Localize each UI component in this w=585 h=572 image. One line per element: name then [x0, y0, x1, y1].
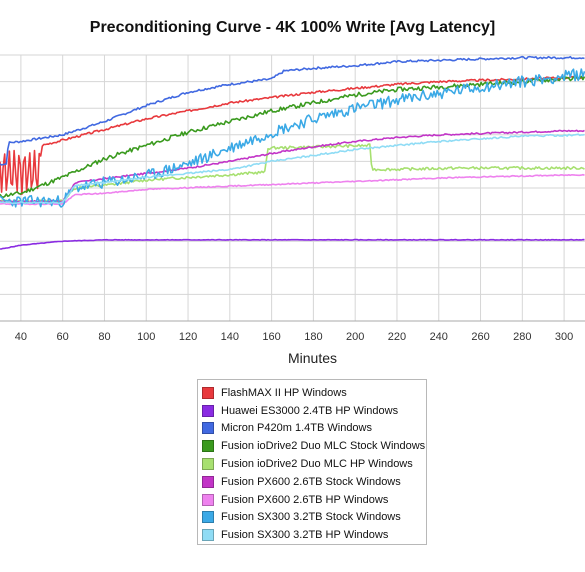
legend-label: Huawei ES3000 2.4TB HP Windows: [221, 404, 399, 417]
series-line-0: [0, 75, 585, 196]
x-tick-label: 140: [221, 331, 239, 343]
x-axis-label: Minutes: [287, 350, 338, 366]
x-tick-label: 280: [513, 331, 531, 343]
legend-item: Fusion ioDrive2 Duo MLC HP Windows: [198, 455, 426, 473]
grid-lines: [0, 54, 585, 322]
legend-item: FlashMAX II HP Windows: [198, 384, 426, 402]
legend-swatch: [202, 511, 214, 524]
legend-item: Fusion PX600 2.6TB HP Windows: [198, 491, 426, 509]
legend-swatch: [202, 386, 214, 399]
x-tick-label: 260: [471, 331, 489, 343]
x-tick-label: 100: [137, 331, 155, 343]
legend-label: Micron P420m 1.4TB Windows: [221, 422, 372, 435]
legend-swatch: [202, 440, 214, 453]
legend: FlashMAX II HP Windows Huawei ES3000 2.4T…: [197, 379, 427, 545]
legend-item: Micron P420m 1.4TB Windows: [198, 420, 426, 438]
legend-swatch: [202, 493, 214, 506]
x-tick-label: 240: [430, 331, 448, 343]
x-tick-label: 160: [262, 331, 280, 343]
x-tick-label: 40: [15, 331, 27, 343]
series-line-2: [0, 55, 585, 166]
legend-swatch: [202, 475, 214, 488]
legend-label: FlashMAX II HP Windows: [221, 386, 347, 399]
legend-label: Fusion ioDrive2 Duo MLC Stock Windows: [221, 440, 426, 453]
series-line-4: [0, 143, 585, 204]
x-tick-label: 80: [98, 331, 110, 343]
chart-title: Preconditioning Curve - 4K 100% Write [A…: [89, 19, 496, 36]
x-tick-labels: 40 60 80 100 120 140 160 180 200 220 240 260 280 300: [15, 331, 574, 343]
legend-swatch: [202, 404, 214, 417]
legend-swatch: [202, 458, 214, 471]
legend-item: Fusion SX300 3.2TB HP Windows: [198, 526, 426, 544]
x-tick-label: 120: [179, 331, 197, 343]
series-lines: [0, 55, 585, 250]
x-tick-label: 200: [346, 331, 364, 343]
legend-item: Huawei ES3000 2.4TB HP Windows: [198, 402, 426, 420]
x-tick-label: 60: [57, 331, 69, 343]
series-line-6: [0, 173, 585, 206]
series-line-1: [0, 238, 585, 250]
legend-swatch: [202, 529, 214, 542]
legend-label: Fusion SX300 3.2TB HP Windows: [221, 529, 389, 542]
legend-label: Fusion PX600 2.6TB Stock Windows: [221, 475, 401, 488]
legend-label: Fusion PX600 2.6TB HP Windows: [221, 493, 389, 506]
x-tick-label: 180: [304, 331, 322, 343]
legend-label: Fusion SX300 3.2TB Stock Windows: [221, 511, 401, 524]
series-line-8: [0, 133, 585, 205]
legend-item: Fusion ioDrive2 Duo MLC Stock Windows: [198, 437, 426, 455]
legend-label: Fusion ioDrive2 Duo MLC HP Windows: [221, 458, 413, 471]
legend-item: Fusion PX600 2.6TB Stock Windows: [198, 473, 426, 491]
series-line-5: [0, 129, 585, 203]
x-tick-label: 220: [388, 331, 406, 343]
x-tick-label: 300: [555, 331, 573, 343]
legend-swatch: [202, 422, 214, 435]
legend-item: Fusion SX300 3.2TB Stock Windows: [198, 509, 426, 527]
